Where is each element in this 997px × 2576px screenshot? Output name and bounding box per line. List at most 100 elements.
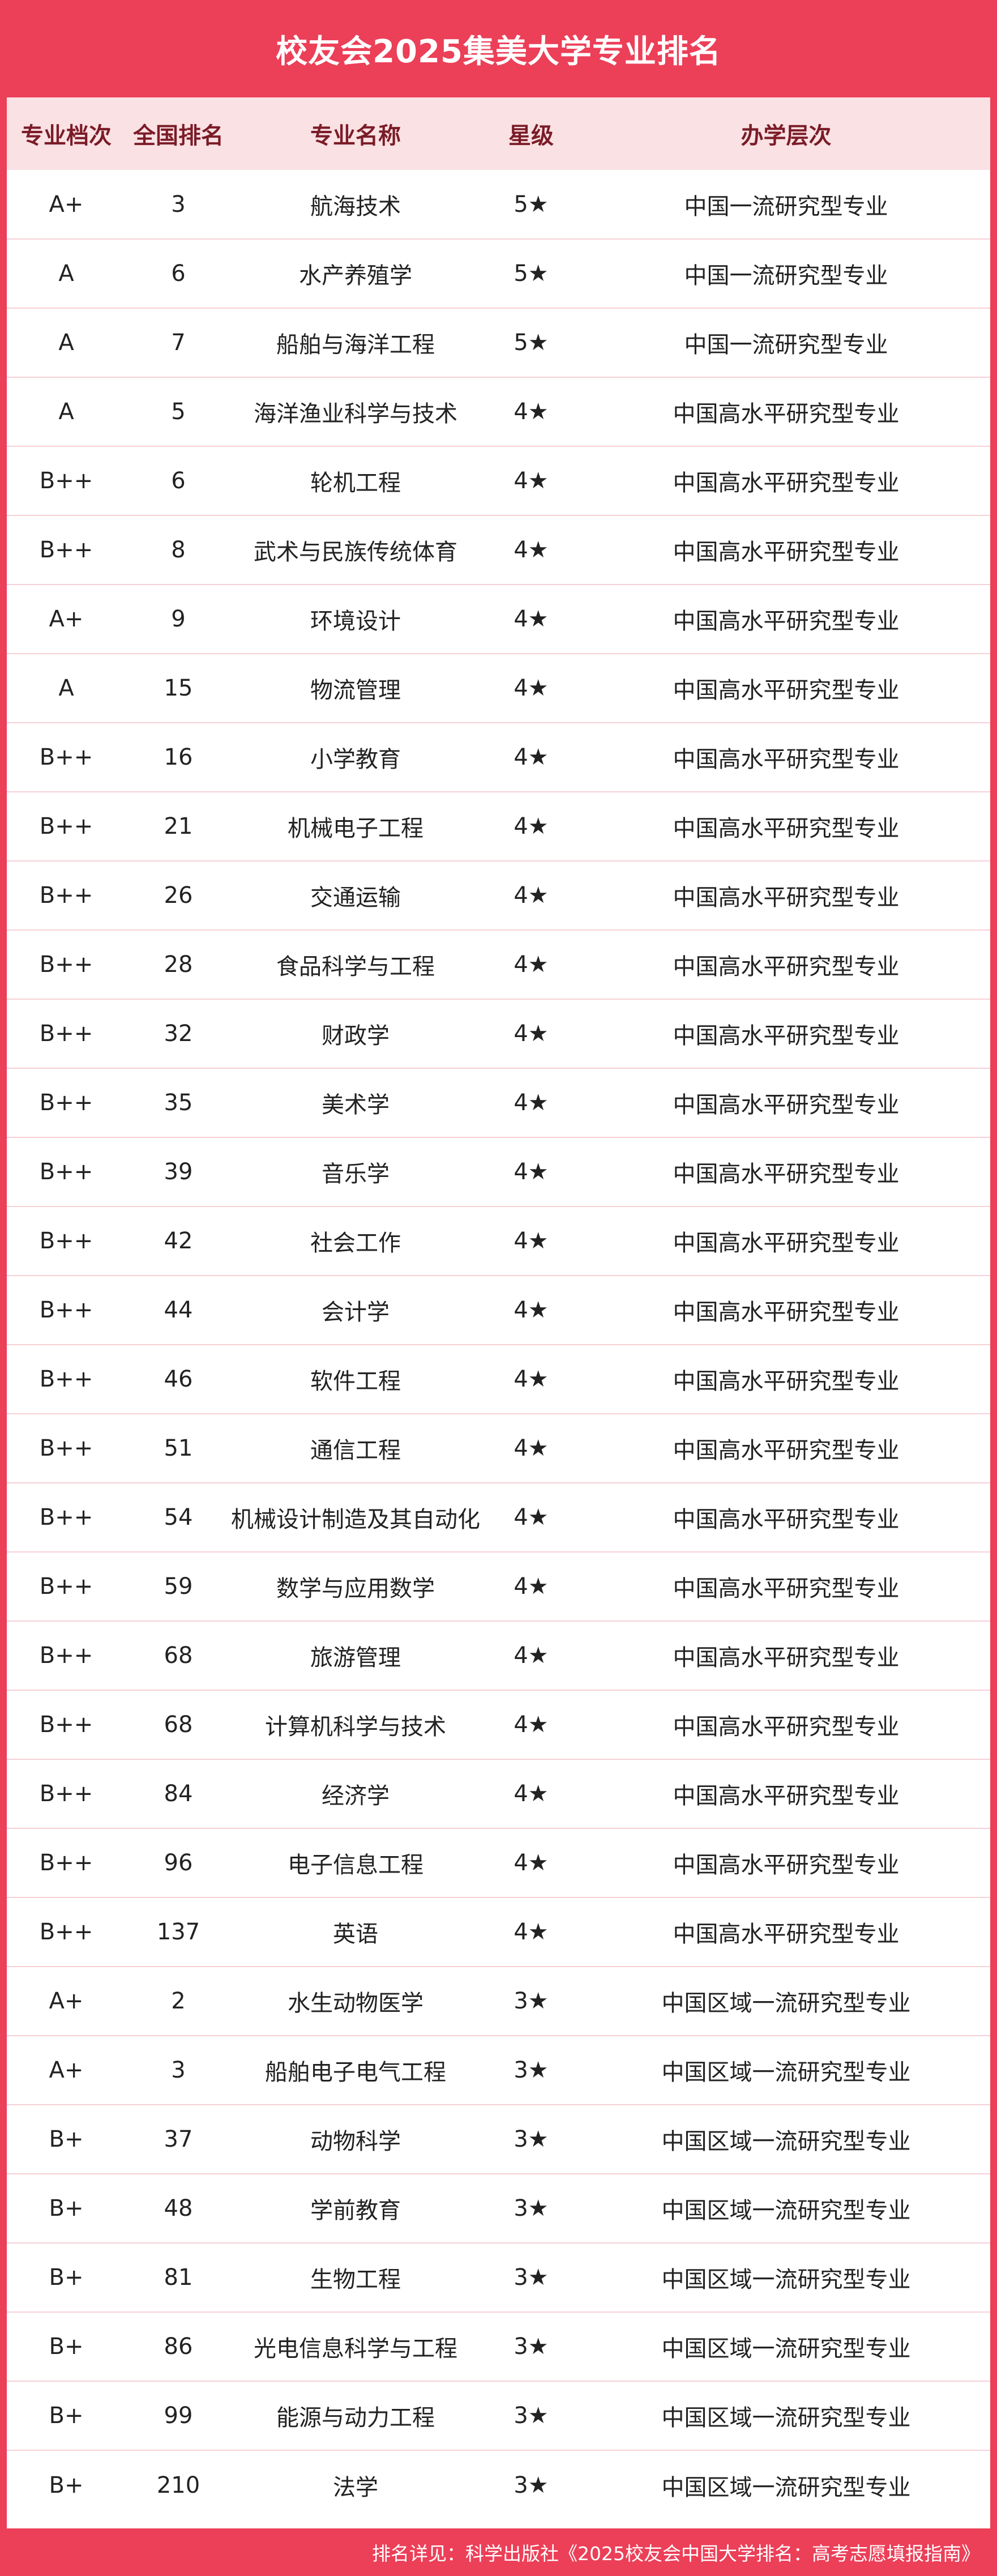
- cell-major-name: 小学教育: [310, 747, 401, 773]
- table-row: B++ 84 经济学 4★ 中国高水平研究型专业: [7, 1759, 990, 1828]
- table-row: B++ 137 英语 4★ 中国高水平研究型专业: [7, 1897, 990, 1967]
- cell-grade: B++: [39, 1021, 93, 1047]
- cell-major-name: 电子信息工程: [288, 1852, 423, 1878]
- cell-grade: B++: [39, 1504, 93, 1530]
- cell-national-rank: 39: [164, 1159, 193, 1185]
- cell-star-level: 4★: [514, 606, 549, 632]
- table-row: B++ 8 武术与民族传统体育 4★ 中国高水平研究型专业: [7, 515, 990, 585]
- cell-tier: 中国高水平研究型专业: [673, 470, 900, 496]
- cell-national-rank: 6: [171, 261, 186, 287]
- cell-star-level: 3★: [514, 2195, 549, 2221]
- page-title: 校友会2025集美大学专业排名: [276, 33, 721, 70]
- cell-grade: B++: [39, 537, 93, 563]
- cell-star-level: 4★: [514, 952, 549, 978]
- cell-major-name: 软件工程: [310, 1368, 401, 1394]
- cell-star-level: 3★: [514, 2472, 549, 2498]
- cell-grade: B+: [49, 2472, 84, 2498]
- table-body: A+ 3 航海技术 5★ 中国一流研究型专业 A 6 水产养殖学 5★ 中国一流研究型专业 A 7 船舶…: [7, 170, 990, 2519]
- cell-grade: B++: [39, 1850, 93, 1876]
- table-row: A+ 2 水生动物医学 3★ 中国区域一流研究型专业: [7, 1967, 990, 2036]
- table-row: B++ 51 通信工程 4★ 中国高水平研究型专业: [7, 1414, 990, 1483]
- cell-grade: B++: [39, 744, 93, 770]
- cell-major-name: 学前教育: [310, 2198, 401, 2224]
- cell-grade: A+: [49, 606, 84, 632]
- column-header-tier: 办学层次: [741, 123, 832, 149]
- cell-national-rank: 84: [164, 1781, 193, 1807]
- source-note: 排名详见：科学出版社《2025校友会中国大学排名：高考志愿填报指南》: [372, 2543, 980, 2565]
- table-row: A 5 海洋渔业科学与技术 4★ 中国高水平研究型专业: [7, 377, 990, 446]
- cell-major-name: 旅游管理: [310, 1645, 401, 1671]
- column-header-star-level: 星级: [508, 123, 554, 149]
- cell-star-level: 4★: [514, 882, 549, 909]
- cell-national-rank: 32: [164, 1021, 193, 1047]
- cell-grade: B++: [39, 1159, 93, 1185]
- cell-grade: B++: [39, 1090, 93, 1116]
- cell-tier: 中国高水平研究型专业: [673, 539, 900, 565]
- cell-star-level: 4★: [514, 1504, 549, 1530]
- cell-tier: 中国高水平研究型专业: [673, 401, 900, 427]
- table-row: B++ 26 交通运输 4★ 中国高水平研究型专业: [7, 861, 990, 930]
- cell-national-rank: 8: [171, 537, 186, 563]
- cell-tier: 中国高水平研究型专业: [673, 1714, 900, 1740]
- cell-national-rank: 68: [164, 1712, 193, 1738]
- cell-tier: 中国高水平研究型专业: [673, 1023, 900, 1049]
- table-row: A+ 3 航海技术 5★ 中国一流研究型专业: [7, 170, 990, 239]
- cell-major-name: 物流管理: [310, 677, 401, 703]
- cell-tier: 中国一流研究型专业: [684, 332, 888, 358]
- column-header-national-rank: 全国排名: [133, 123, 224, 149]
- table-row: B++ 46 软件工程 4★ 中国高水平研究型专业: [7, 1345, 990, 1414]
- cell-national-rank: 3: [171, 191, 186, 217]
- cell-national-rank: 54: [164, 1504, 193, 1530]
- cell-grade: B++: [39, 1435, 93, 1461]
- table-row: B++ 16 小学教育 4★ 中国高水平研究型专业: [7, 723, 990, 792]
- cell-major-name: 环境设计: [310, 608, 401, 634]
- cell-grade: B+: [49, 2334, 84, 2360]
- cell-major-name: 水产养殖学: [299, 263, 412, 289]
- table-row: B++ 59 数学与应用数学 4★ 中国高水平研究型专业: [7, 1552, 990, 1621]
- cell-tier: 中国高水平研究型专业: [673, 1783, 900, 1809]
- cell-major-name: 轮机工程: [310, 470, 401, 496]
- cell-national-rank: 15: [164, 675, 193, 701]
- cell-star-level: 4★: [514, 675, 549, 701]
- footer: 排名详见：科学出版社《2025校友会中国大学排名：高考志愿填报指南》: [0, 2528, 997, 2576]
- cell-star-level: 4★: [514, 744, 549, 770]
- cell-grade: A: [58, 261, 74, 287]
- cell-star-level: 4★: [514, 1090, 549, 1116]
- header-row: 专业档次 全国排名 专业名称 星级 办学层次: [7, 97, 990, 170]
- cell-national-rank: 16: [164, 744, 193, 770]
- cell-national-rank: 26: [164, 882, 193, 909]
- cell-national-rank: 44: [164, 1297, 193, 1323]
- cell-star-level: 4★: [514, 1712, 549, 1738]
- cell-star-level: 4★: [514, 1159, 549, 1185]
- table-row: B++ 68 旅游管理 4★ 中国高水平研究型专业: [7, 1621, 990, 1690]
- cell-major-name: 法学: [333, 2474, 378, 2501]
- cell-national-rank: 3: [171, 2057, 186, 2083]
- cell-major-name: 动物科学: [310, 2129, 401, 2155]
- cell-grade: B++: [39, 468, 93, 494]
- table-row: B+ 37 动物科学 3★ 中国区域一流研究型专业: [7, 2105, 990, 2174]
- cell-star-level: 4★: [514, 468, 549, 494]
- table-row: B++ 44 会计学 4★ 中国高水平研究型专业: [7, 1276, 990, 1345]
- cell-grade: A+: [49, 191, 84, 217]
- cell-star-level: 3★: [514, 2126, 549, 2152]
- cell-national-rank: 37: [164, 2126, 193, 2152]
- table-row: B++ 54 机械设计制造及其自动化 4★ 中国高水平研究型专业: [7, 1483, 990, 1552]
- cell-national-rank: 137: [156, 1919, 200, 1945]
- cell-national-rank: 46: [164, 1366, 193, 1392]
- cell-grade: A+: [49, 1988, 84, 2014]
- cell-tier: 中国高水平研究型专业: [673, 1299, 900, 1325]
- cell-major-name: 光电信息科学与工程: [254, 2336, 457, 2362]
- cell-major-name: 生物工程: [310, 2267, 401, 2293]
- cell-grade: B++: [39, 1643, 93, 1669]
- cell-star-level: 4★: [514, 537, 549, 563]
- cell-tier: 中国高水平研究型专业: [673, 1230, 900, 1256]
- cell-major-name: 海洋渔业科学与技术: [254, 401, 457, 427]
- cell-grade: B++: [39, 1297, 93, 1323]
- cell-tier: 中国区域一流研究型专业: [661, 2267, 911, 2293]
- cell-national-rank: 2: [171, 1988, 186, 2014]
- cell-tier: 中国一流研究型专业: [684, 193, 888, 220]
- cell-tier: 中国高水平研究型专业: [673, 1438, 900, 1464]
- cell-grade: B+: [49, 2264, 84, 2291]
- cell-major-name: 社会工作: [310, 1230, 401, 1256]
